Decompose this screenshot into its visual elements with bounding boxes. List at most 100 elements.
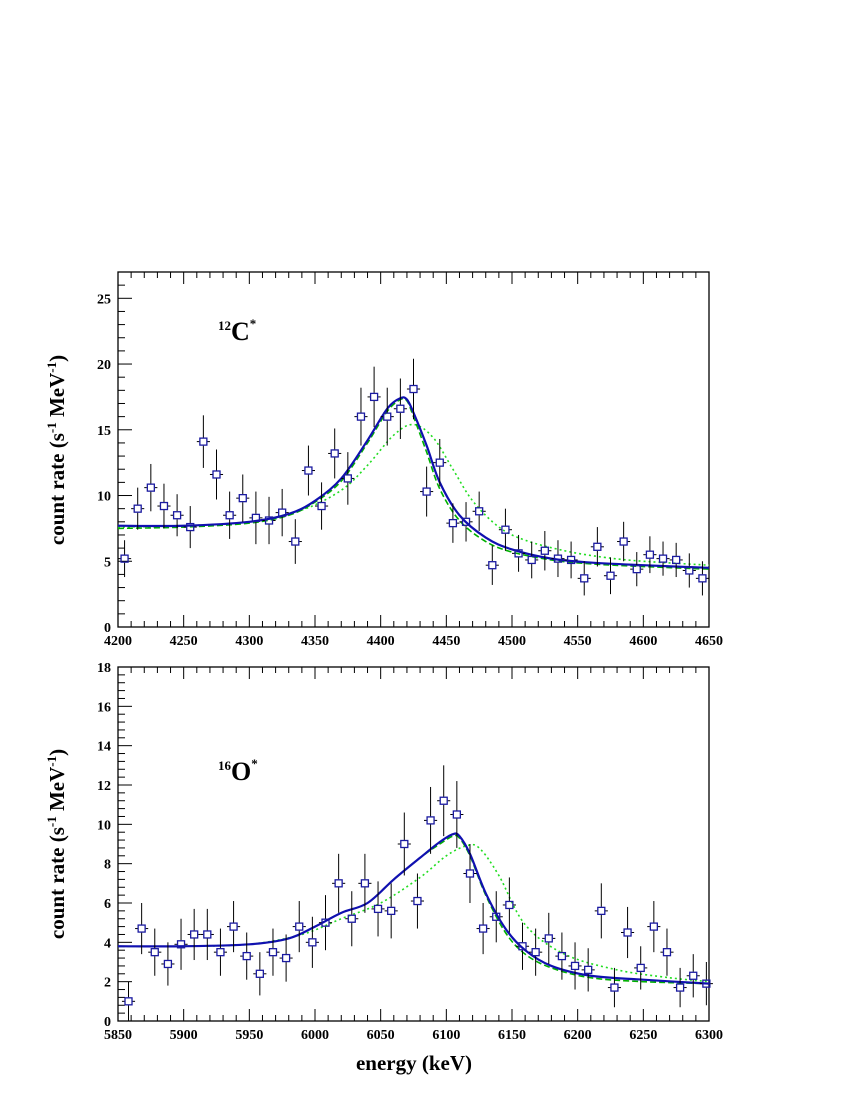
data-point (262, 496, 276, 545)
data-point (424, 786, 438, 854)
data-point (669, 542, 683, 578)
data-marker (672, 555, 681, 565)
data-point (472, 491, 486, 532)
data-marker (186, 522, 195, 532)
data-point (279, 934, 293, 982)
y-axis-label: count rate (s-1 MeV-1) (44, 749, 69, 939)
x-tick-label: 4250 (170, 634, 198, 649)
data-point (200, 908, 214, 961)
data-marker (190, 930, 199, 939)
data-marker (531, 948, 540, 957)
data-marker (396, 404, 405, 413)
data-point (315, 482, 329, 530)
data-point (345, 891, 359, 947)
data-point (354, 387, 368, 446)
data-point (502, 877, 516, 933)
data-marker (649, 922, 658, 931)
data-point (367, 366, 381, 428)
axis-ticks: 4200 4250 4300 4350 4400 4450 4500 4550 4600 4650… (97, 271, 723, 649)
data-marker (360, 879, 370, 888)
data-point (594, 883, 608, 939)
data-point (686, 954, 700, 998)
x-tick-label: 6150 (498, 1028, 526, 1043)
data-marker (698, 574, 707, 583)
data-marker (281, 953, 291, 963)
data-marker (150, 948, 159, 957)
data-point (581, 948, 595, 992)
data-point (332, 853, 346, 913)
data-marker (557, 951, 567, 961)
x-tick-label: 6250 (629, 1028, 657, 1043)
data-point (341, 452, 355, 505)
data-point (621, 906, 635, 959)
y-tick-label: 4 (104, 936, 111, 951)
data-marker (461, 517, 471, 526)
data-marker (527, 555, 536, 565)
data-marker (623, 928, 632, 937)
data-marker (347, 914, 356, 923)
data-point (485, 545, 499, 585)
data-marker (475, 507, 484, 516)
data-marker (409, 384, 418, 394)
data-marker (413, 896, 422, 906)
data-point (542, 912, 556, 964)
data-point (209, 449, 224, 500)
y-axis-label: count rate (s-1 MeV-1) (44, 355, 69, 545)
data-marker (373, 904, 383, 914)
data-marker (702, 979, 711, 988)
fit-curve-solid (117, 832, 710, 985)
data-marker (645, 550, 655, 559)
data-point (183, 506, 197, 549)
data-point (253, 952, 267, 996)
data-marker (619, 537, 628, 546)
data-point (695, 561, 709, 596)
data-marker (685, 566, 694, 575)
data-marker (400, 839, 409, 849)
data-point (450, 781, 464, 848)
data-point (301, 445, 315, 496)
data-point (634, 946, 648, 990)
y-tick-label: 16 (97, 700, 111, 715)
data-point (699, 962, 713, 1006)
data-point (227, 901, 241, 953)
x-tick-label: 4550 (564, 634, 592, 649)
data-point (660, 928, 674, 976)
data-point (420, 466, 434, 517)
x-tick-label: 6050 (367, 1028, 395, 1043)
data-point (512, 534, 526, 572)
data-marker (146, 483, 155, 492)
data-point (643, 536, 657, 574)
y-tick-label: 2 (104, 976, 111, 991)
data-point (459, 502, 473, 542)
data-marker (137, 924, 146, 933)
data-marker (597, 906, 606, 916)
data-point (538, 531, 552, 571)
data-marker (435, 458, 444, 467)
data-marker (308, 938, 317, 947)
data-point (157, 483, 171, 529)
data-point (568, 942, 582, 990)
data-point (603, 557, 618, 595)
data-marker (383, 412, 392, 421)
data-points (121, 765, 713, 1021)
data-point (148, 928, 162, 976)
y-tick-label: 18 (97, 661, 111, 676)
data-marker (505, 900, 514, 910)
x-tick-label: 4500 (498, 634, 526, 649)
data-marker (689, 971, 698, 980)
x-tick-label: 5900 (170, 1028, 198, 1043)
data-marker (295, 922, 304, 931)
data-marker (133, 504, 142, 513)
x-tick-label: 6000 (301, 1028, 329, 1043)
axis-ticks: 5850 5900 5950 6000 6050 6100 6150 6200 6250 6300… (97, 661, 723, 1043)
fit-curve-dotted (117, 843, 710, 983)
data-marker (439, 796, 448, 805)
data-point (433, 438, 447, 487)
data-marker (636, 963, 645, 973)
data-point (673, 967, 687, 1008)
data-marker (268, 948, 278, 957)
data-marker (544, 934, 553, 943)
data-marker (422, 487, 431, 496)
data-point (161, 942, 175, 986)
